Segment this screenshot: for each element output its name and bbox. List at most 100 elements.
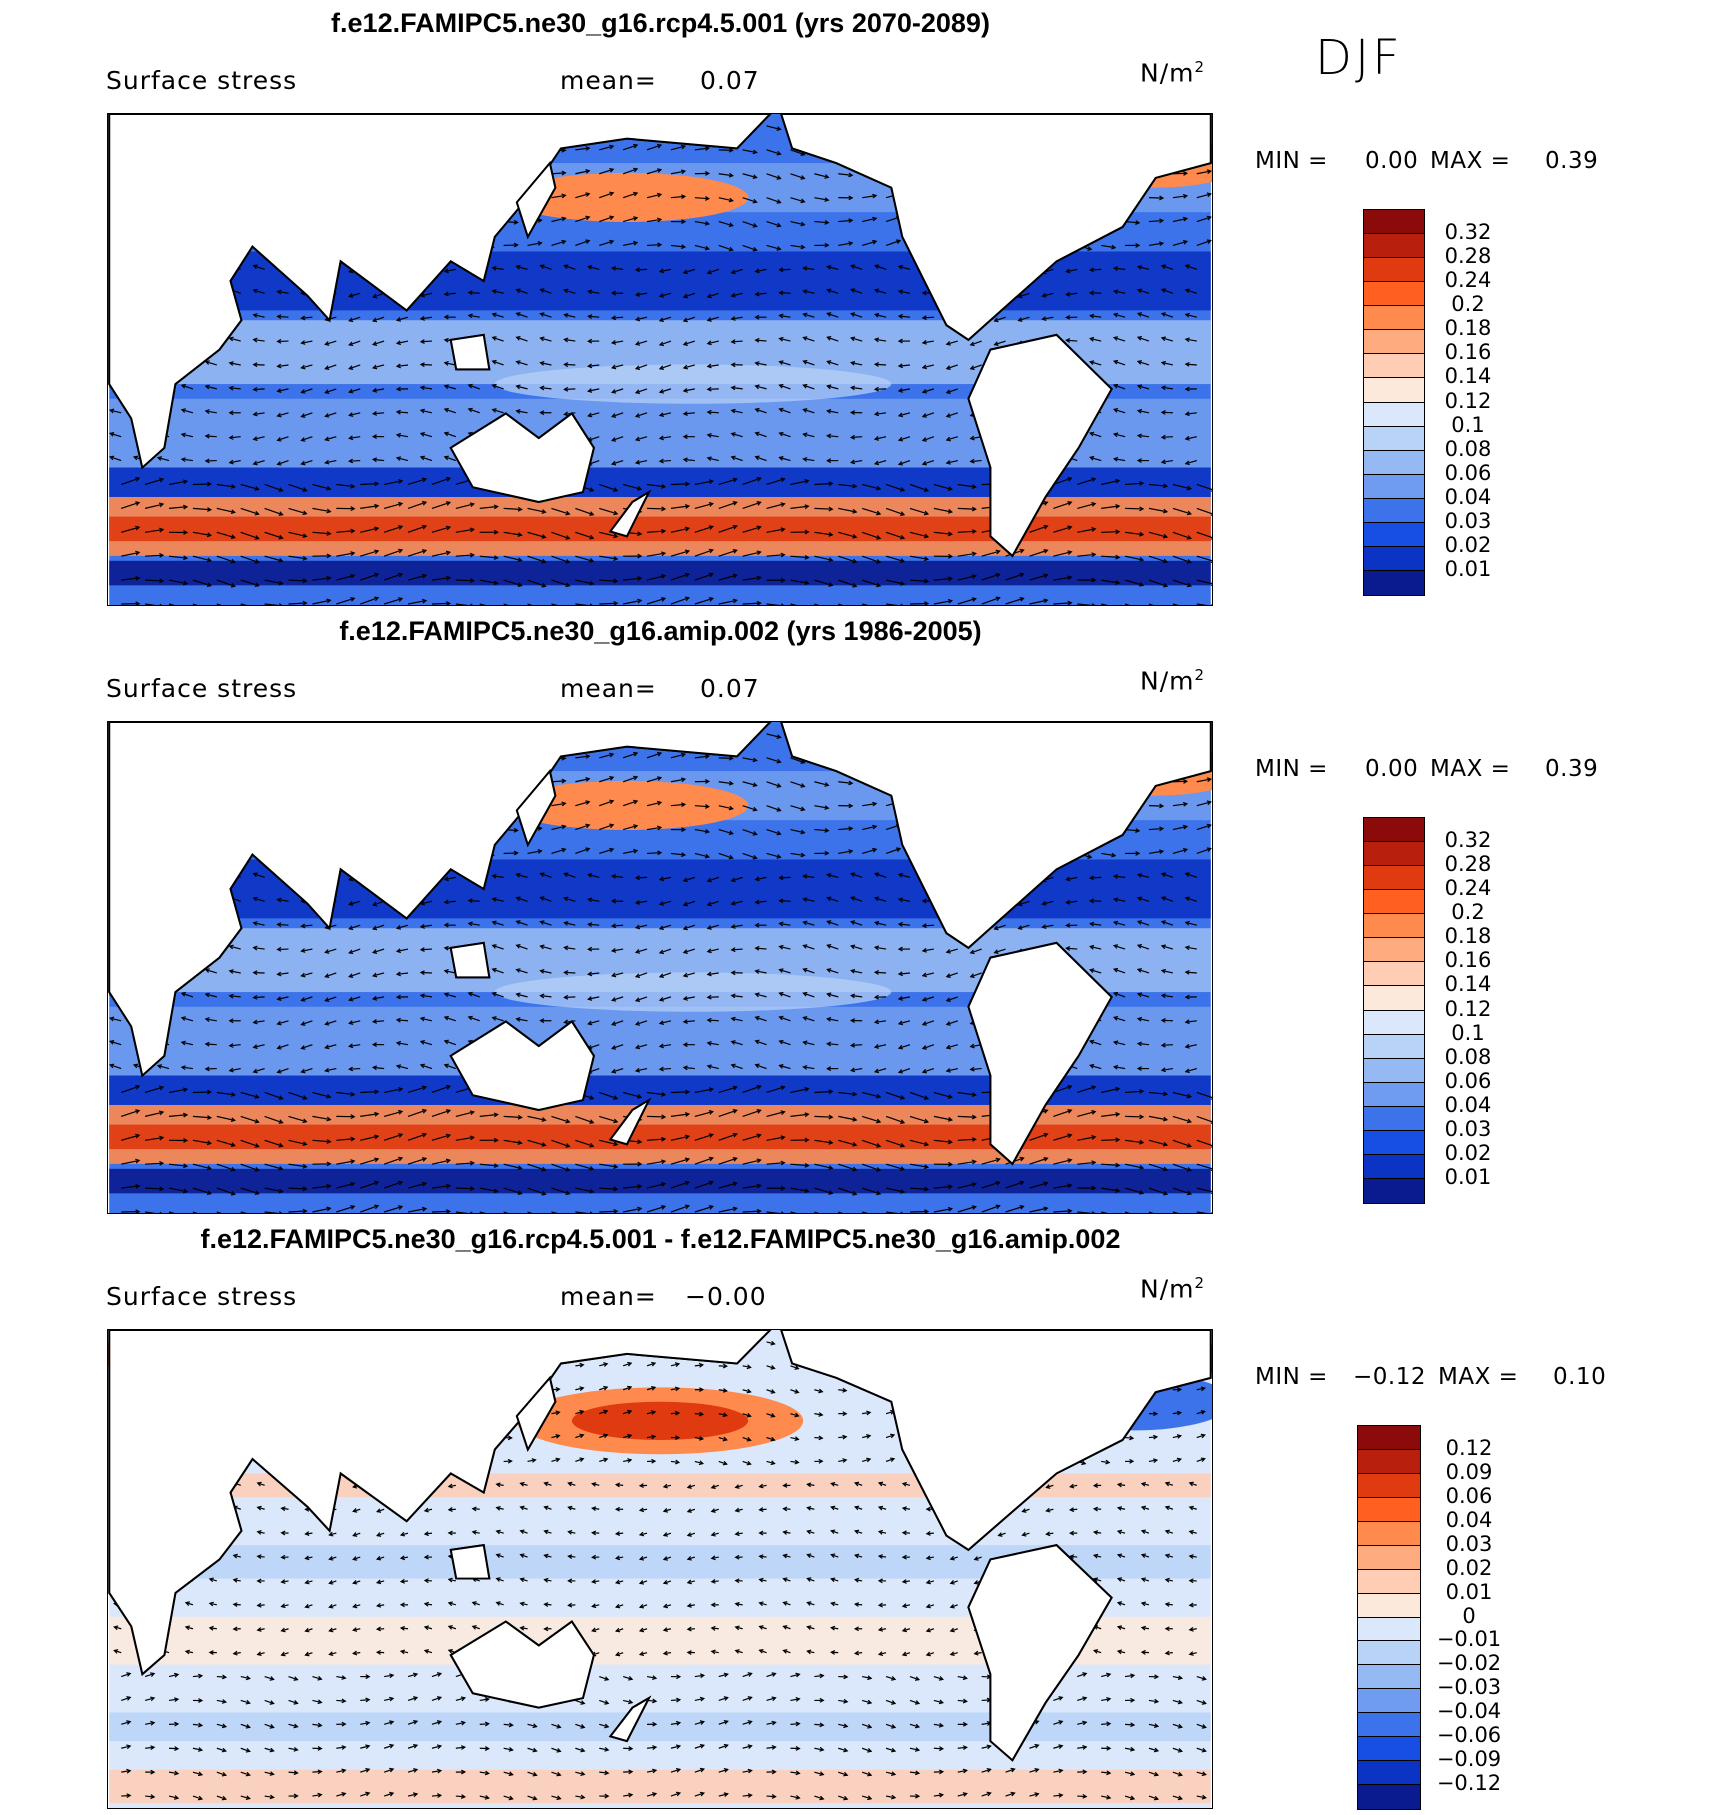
colorbar-tick-label: 0.01 (1444, 1164, 1492, 1189)
colorbar-swatch (1364, 402, 1424, 427)
colorbar-swatch (1358, 1473, 1420, 1498)
colorbar-swatch (1358, 1449, 1420, 1474)
colorbar-swatch (1358, 1521, 1420, 1546)
colorbar-swatch (1364, 938, 1424, 963)
colorbar-swatch (1364, 1178, 1424, 1203)
colorbar-swatch (1364, 498, 1424, 523)
panel-2-mean-label: mean= (560, 674, 657, 703)
colorbar-swatch (1358, 1617, 1420, 1642)
colorbar-swatch (1364, 354, 1424, 379)
colorbar-tick-label: 0.18 (1444, 924, 1492, 949)
colorbar-tick-label: 0.12 (1445, 1435, 1493, 1460)
panel-1-mean-label: mean= (560, 66, 657, 95)
colorbar-swatch (1364, 1010, 1424, 1035)
colorbar-swatch (1358, 1426, 1420, 1450)
panel-2-variable: Surface stress (106, 674, 298, 703)
panel-2-map (107, 721, 1213, 1214)
colorbar-tick-label: −0.06 (1436, 1723, 1502, 1748)
panel-2-min-value: 0.00 (1365, 756, 1419, 782)
panel-2-colorbar-ticks: 0.32 0.28 0.24 0.2 0.18 0.16 0.14 0.12 0.1 0.08 0.… (1428, 817, 1508, 1202)
colorbar-swatch (1364, 306, 1424, 331)
colorbar-tick-label: 0.06 (1444, 460, 1492, 485)
colorbar-swatch (1364, 330, 1424, 355)
colorbar-tick-label: 0.28 (1444, 852, 1492, 877)
colorbar-tick-label: 0.06 (1444, 1068, 1492, 1093)
colorbar-tick-label: 0.2 (1451, 292, 1485, 317)
panel-2-max-value: 0.39 (1545, 756, 1599, 782)
panel-3-mean-label: mean= (560, 1282, 657, 1311)
colorbar-tick-label: 0.02 (1445, 1555, 1493, 1580)
panel-1-min-value: 0.00 (1365, 148, 1419, 174)
colorbar-tick-label: 0.04 (1444, 484, 1492, 509)
colorbar-swatch (1364, 522, 1424, 547)
colorbar-tick-label: 0.03 (1445, 1531, 1493, 1556)
panel-3-mean-value: −0.00 (685, 1282, 767, 1311)
colorbar-tick-label: 0.1 (1451, 1020, 1485, 1045)
colorbar-swatch (1364, 450, 1424, 475)
season-label: DJF (1315, 30, 1403, 86)
colorbar-tick-label: 0.01 (1445, 1579, 1493, 1604)
colorbar-tick-label: 0.18 (1444, 316, 1492, 341)
panel-1-colorbar-ticks: 0.32 0.28 0.24 0.2 0.18 0.16 0.14 0.12 0.1 0.08 0.… (1428, 209, 1508, 594)
colorbar-tick-label: 0.32 (1444, 220, 1492, 245)
colorbar-tick-label: 0.16 (1444, 340, 1492, 365)
colorbar-swatch (1364, 570, 1424, 595)
colorbar-tick-label: 0.28 (1444, 244, 1492, 269)
colorbar-swatch (1358, 1689, 1420, 1714)
colorbar-swatch (1364, 986, 1424, 1011)
colorbar-swatch (1364, 962, 1424, 987)
colorbar-tick-label: 0.01 (1444, 556, 1492, 581)
panel-1-max-label: MAX = (1430, 148, 1511, 174)
colorbar-swatch (1364, 1082, 1424, 1107)
colorbar-tick-label: 0.02 (1444, 532, 1492, 557)
colorbar-tick-label: 0.24 (1444, 876, 1492, 901)
panel-2-units: N/m2 (1140, 666, 1206, 696)
colorbar-tick-label: 0.2 (1451, 900, 1485, 925)
colorbar-swatch (1364, 1130, 1424, 1155)
colorbar-tick-label: 0.09 (1445, 1459, 1493, 1484)
panel-1-min-label: MIN = (1255, 148, 1328, 174)
panel-2-mean-value: 0.07 (700, 674, 760, 703)
colorbar-tick-label: 0.1 (1451, 412, 1485, 437)
colorbar-swatch (1364, 866, 1424, 891)
colorbar-tick-label: 0.03 (1444, 508, 1492, 533)
colorbar-swatch (1358, 1761, 1420, 1786)
colorbar-swatch (1364, 378, 1424, 403)
colorbar-swatch (1364, 234, 1424, 259)
colorbar-tick-label: 0.12 (1444, 996, 1492, 1021)
colorbar-tick-label: 0.04 (1444, 1092, 1492, 1117)
colorbar-tick-label: 0.06 (1445, 1483, 1493, 1508)
panel-3-max-label: MAX = (1438, 1364, 1519, 1390)
colorbar-swatch (1364, 842, 1424, 867)
colorbar-tick-label: 0.08 (1444, 436, 1492, 461)
colorbar-swatch (1364, 282, 1424, 307)
colorbar-swatch (1358, 1641, 1420, 1666)
colorbar-swatch (1364, 914, 1424, 939)
colorbar-swatch (1364, 818, 1424, 843)
colorbar-swatch (1358, 1497, 1420, 1522)
panel-3-variable: Surface stress (106, 1282, 298, 1311)
colorbar-tick-label: −0.09 (1436, 1747, 1502, 1772)
colorbar-swatch (1364, 1154, 1424, 1179)
colorbar-tick-label: 0.12 (1444, 388, 1492, 413)
colorbar-swatch (1358, 1665, 1420, 1690)
colorbar-tick-label: −0.01 (1436, 1627, 1502, 1652)
colorbar-tick-label: 0.02 (1444, 1140, 1492, 1165)
colorbar-tick-label: −0.02 (1436, 1651, 1502, 1676)
colorbar-tick-label: 0.32 (1444, 828, 1492, 853)
panel-3-units: N/m2 (1140, 1274, 1206, 1304)
colorbar-swatch (1364, 1106, 1424, 1131)
colorbar-tick-label: 0.03 (1444, 1116, 1492, 1141)
colorbar-swatch (1358, 1713, 1420, 1738)
panel-3-map (107, 1329, 1213, 1809)
colorbar-tick-label: −0.12 (1436, 1771, 1502, 1796)
colorbar-tick-label: 0.14 (1444, 972, 1492, 997)
colorbar-swatch (1364, 426, 1424, 451)
colorbar-tick-label: 0.24 (1444, 268, 1492, 293)
colorbar-tick-label: −0.04 (1436, 1699, 1502, 1724)
colorbar-swatch (1358, 1569, 1420, 1594)
panel-3-colorbar-ticks: 0.12 0.09 0.06 0.04 0.03 0.02 0.01 0 −0.01 −0.02−… (1424, 1425, 1514, 1808)
colorbar-swatch (1358, 1545, 1420, 1570)
panel-3-title: f.e12.FAMIPC5.ne30_g16.rcp4.5.001 - f.e1… (200, 1224, 1121, 1254)
panel-3-min-label: MIN = (1255, 1364, 1328, 1390)
